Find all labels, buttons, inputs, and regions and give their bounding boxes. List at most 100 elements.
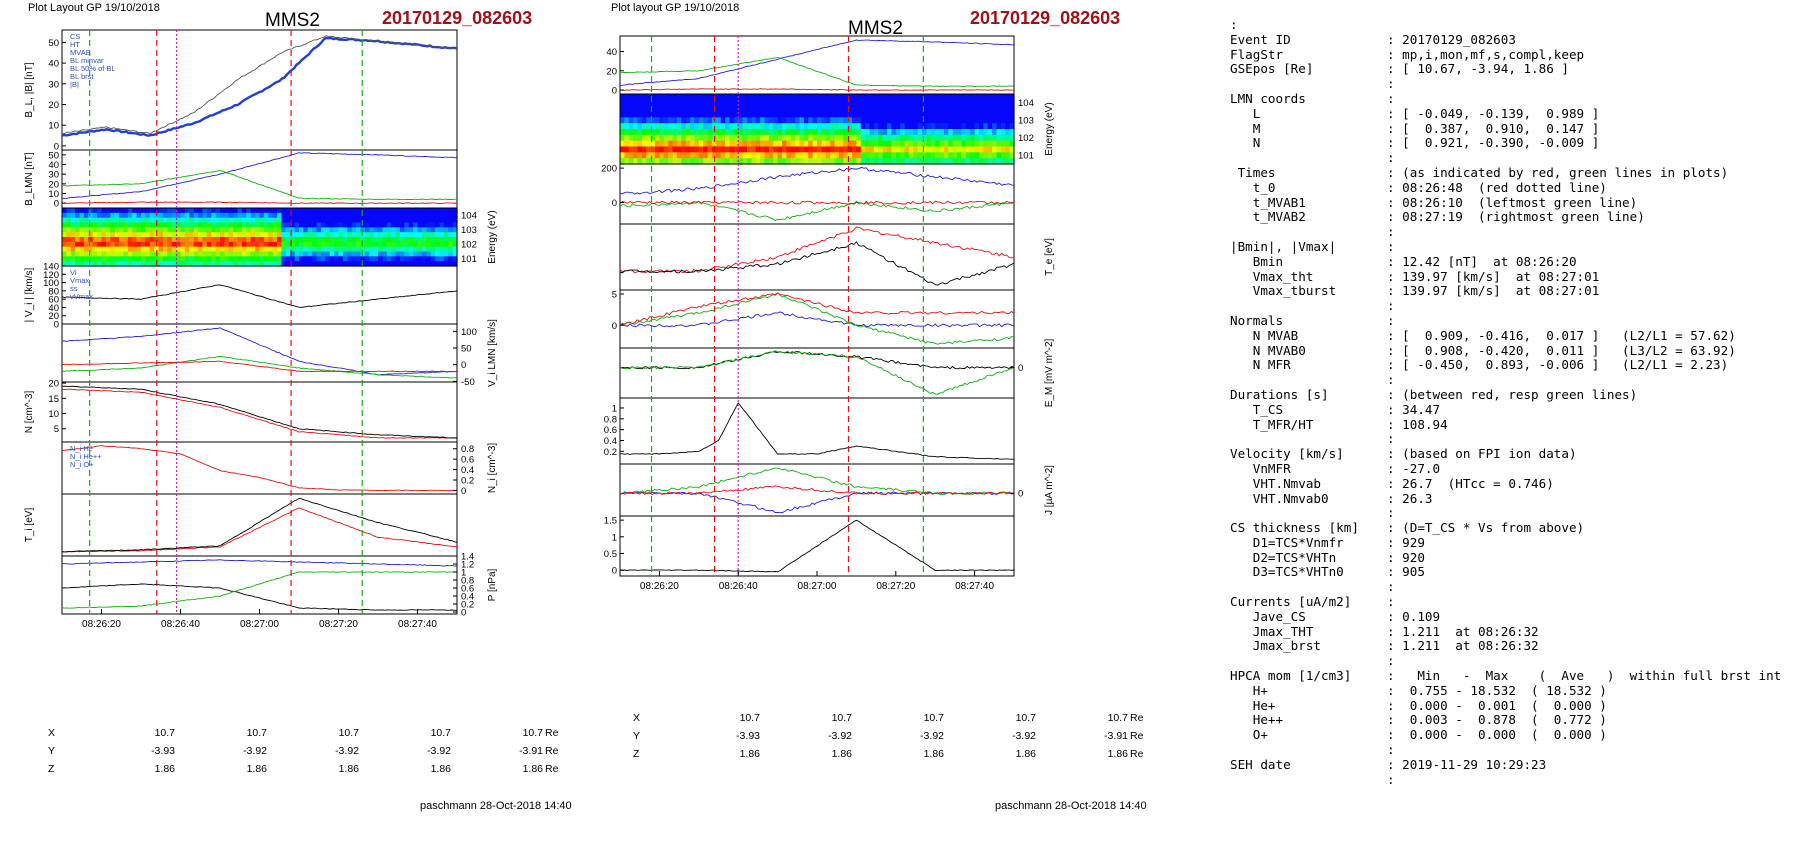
spectrogram-cell	[760, 105, 766, 113]
spectrogram-cell	[803, 111, 809, 118]
y-tick-label: 20	[48, 311, 59, 322]
position-value: 1.86	[1107, 748, 1128, 760]
spectrogram-cell	[127, 241, 133, 248]
spectrogram-cell	[268, 256, 274, 262]
spectrogram-cell	[887, 140, 893, 148]
spectrogram-cell	[97, 261, 103, 267]
spectrogram-cell	[834, 134, 840, 142]
info-key: Velocity [km/s]	[1230, 447, 1344, 462]
spectrogram-cell	[281, 227, 287, 233]
spectrogram-cell	[764, 99, 770, 107]
spectrogram-cell	[992, 146, 998, 153]
spectrogram-cell	[193, 246, 199, 253]
spectrogram-cell	[316, 208, 322, 214]
spectrogram-cell	[180, 212, 186, 219]
spectrogram-cell	[983, 140, 989, 148]
spectrogram-cell	[825, 105, 831, 113]
series-vm	[62, 355, 458, 379]
spectrogram-cell	[373, 232, 379, 238]
spectrogram-cell	[413, 256, 419, 262]
spectrogram-cell	[690, 146, 696, 153]
spectrogram-cell	[391, 256, 397, 262]
spectrogram-cell	[158, 237, 164, 243]
spectrogram-cell	[272, 232, 278, 238]
spectrogram-cell	[781, 105, 787, 113]
spectrogram-cell	[285, 256, 291, 262]
series-n-i-he-	[61, 445, 458, 492]
spectrogram-cell	[347, 227, 353, 233]
spectrogram-cell	[435, 217, 441, 224]
y-tick-label: 30	[48, 79, 59, 90]
y-tick-label: 1	[612, 532, 617, 543]
spectrogram-cell	[957, 129, 963, 136]
spectrogram-cell	[382, 212, 388, 219]
spectrogram-cell	[904, 94, 910, 101]
spectrogram-cell	[430, 212, 436, 219]
spectrogram-cell	[821, 158, 827, 165]
spectrogram-cell	[698, 129, 704, 136]
spectrogram-cell	[773, 158, 779, 165]
y-tick-label: 1.2	[461, 560, 474, 571]
spectrogram-cell	[948, 146, 954, 153]
spectrogram-cell	[193, 241, 199, 248]
spectrogram-cell	[347, 241, 353, 248]
spectrogram-cell	[246, 237, 252, 243]
info-line: t_MVAB1: 08:26:10 (leftmost green line)	[1230, 195, 1781, 211]
spectrogram-cell	[132, 232, 138, 238]
spectrogram-cell	[895, 111, 901, 118]
spectrogram-cell	[180, 208, 186, 214]
spectrogram-cell	[830, 117, 836, 124]
spectrogram-cell	[698, 94, 704, 101]
spectrogram-cell	[655, 129, 660, 136]
spectrogram-cell	[878, 152, 884, 159]
spectrogram-cell	[79, 241, 85, 248]
spectrogram-cell	[978, 117, 984, 124]
spectrogram-cell	[303, 227, 309, 233]
info-line: :	[1230, 76, 1781, 92]
position-value: 1.86	[1015, 748, 1036, 760]
spectrogram-cell	[799, 99, 805, 107]
spectrogram-cell	[746, 94, 752, 101]
spectrogram-cell	[189, 261, 195, 267]
spectrogram-cell	[711, 129, 717, 136]
spectrogram-cell	[176, 227, 182, 233]
spectrogram-cell	[452, 237, 458, 243]
spectrogram-cell	[312, 222, 318, 228]
spectrogram-cell	[869, 123, 875, 130]
info-value: : [ 0.921, -0.390, -0.009 ]	[1387, 135, 1600, 151]
spectrogram-cell	[391, 208, 397, 214]
spectrogram-cell	[329, 261, 335, 267]
spectrogram-cell	[162, 217, 168, 224]
spectrogram-cell	[220, 212, 225, 219]
y-tick-label: 0	[612, 566, 617, 577]
spectrogram-cell	[620, 99, 625, 107]
spectrogram-cell	[193, 256, 199, 262]
spectrogram-cell	[821, 105, 827, 113]
info-value: : (D=T_CS * Vs from above)	[1387, 520, 1585, 536]
spectrogram-cell	[167, 222, 173, 228]
spectrogram-cell	[913, 99, 919, 107]
spectrogram-cell	[105, 217, 111, 224]
spectrogram-cell	[290, 256, 296, 262]
spectrogram-cell	[878, 129, 884, 136]
spectrogram-cell	[830, 105, 836, 113]
spectrogram-cell	[452, 227, 458, 233]
position-value: 1.86	[338, 763, 359, 775]
spectrogram-cell	[325, 241, 331, 248]
spectrogram-cell	[742, 129, 748, 136]
spectrogram-cell	[904, 105, 910, 113]
spectrogram-cell	[263, 241, 269, 248]
info-value: : (based on FPI ion data)	[1387, 446, 1577, 462]
spectrogram-cell	[114, 212, 120, 219]
spectrogram-cell	[268, 208, 274, 214]
spectrogram-cell	[320, 232, 326, 238]
spectrogram-cell	[974, 158, 980, 165]
spectrogram-cell	[299, 261, 304, 267]
spectrogram-cell	[176, 241, 182, 248]
spectrogram-cell	[198, 208, 204, 214]
spectrogram-cell	[290, 261, 296, 267]
spectrogram-cell	[435, 222, 441, 228]
spectrogram-cell	[395, 208, 401, 214]
spectrogram-cell	[843, 99, 849, 107]
